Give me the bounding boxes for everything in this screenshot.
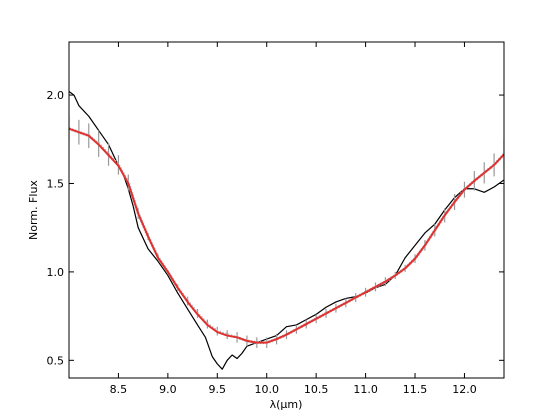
fit-line [69,127,504,344]
x-tick-label: 9.5 [209,383,227,396]
x-tick-label: 8.5 [110,383,128,396]
axis-ticks: 8.5 9.0 9.5 10.0 10.5 11.0 11.5 12.0 0.5 1.0 1.5 2.… [47,42,504,396]
plot-series [69,91,504,370]
error-bars [69,116,504,348]
y-tick-label: 0.5 [47,354,65,367]
x-tick-label: 10.5 [304,383,329,396]
model-band-line [69,127,504,345]
x-tick-label: 9.0 [159,383,177,396]
x-tick-label: 11.0 [353,383,378,396]
x-tick-label: 10.0 [254,383,279,396]
x-tick-label: 12.0 [452,383,477,396]
y-tick-label: 2.0 [47,89,65,102]
x-axis-label: λ(μm) [270,398,303,411]
x-tick-label: 11.5 [403,383,428,396]
y-tick-label: 1.5 [47,177,65,190]
observed-line [69,91,504,370]
plot-frame [68,41,505,379]
y-tick-label: 1.0 [47,266,65,279]
y-axis-label: Norm. Flux [27,180,40,240]
